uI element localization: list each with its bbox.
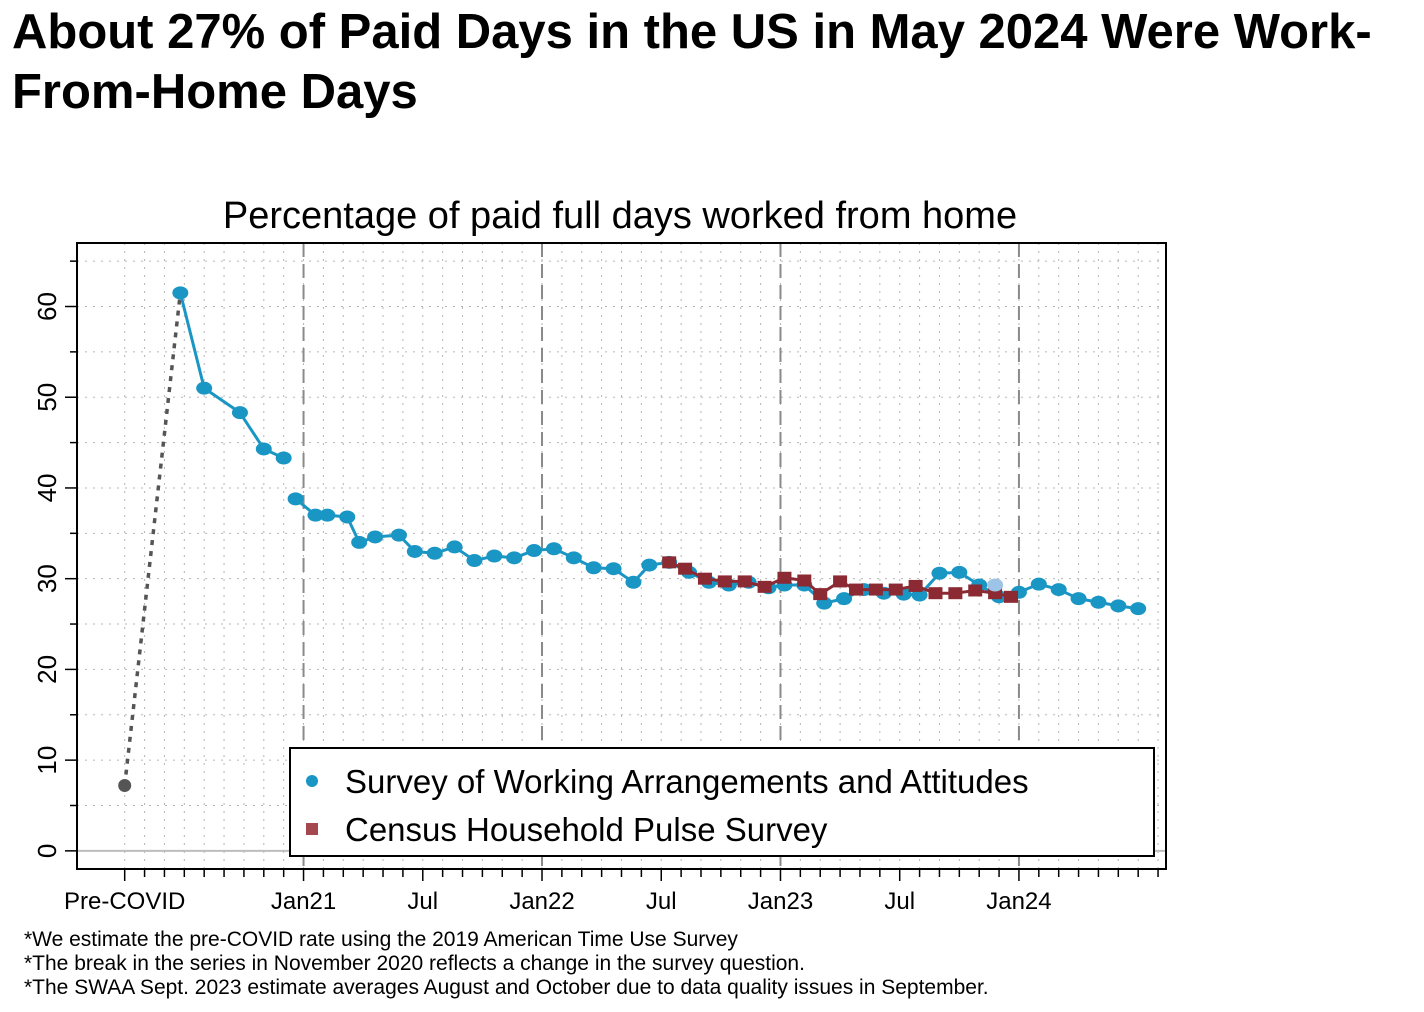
- swaa-point: [307, 508, 324, 522]
- precovid-link-line: [122, 292, 183, 786]
- swaa-point: [1090, 595, 1107, 609]
- census-point: [848, 583, 863, 596]
- census-point: [868, 583, 883, 596]
- swaa-point: [255, 442, 272, 456]
- swaa-point: [231, 406, 248, 420]
- legend-label: Survey of Working Arrangements and Attit…: [345, 763, 1029, 800]
- census-point: [1003, 590, 1018, 603]
- legend-box: [289, 747, 1155, 857]
- y-tick-label: 50: [32, 383, 62, 412]
- census-point: [813, 588, 828, 601]
- census-point: [662, 556, 677, 569]
- swaa-point: [545, 542, 562, 556]
- x-tick-label: Pre-COVID: [64, 888, 185, 915]
- footnote: *The SWAA Sept. 2023 estimate averages A…: [24, 976, 989, 999]
- swaa-point: [1030, 577, 1047, 591]
- swaa-point: [406, 544, 423, 558]
- swaa-point: [339, 510, 356, 524]
- swaa-point: [275, 451, 292, 465]
- census-point: [948, 587, 963, 600]
- census-point: [797, 574, 812, 587]
- legend-swaa-marker: [306, 775, 318, 787]
- y-tick-label: 0: [32, 844, 62, 858]
- swaa-point: [426, 546, 443, 560]
- swaa-point: [931, 566, 948, 580]
- x-tick-label: Jan21: [271, 888, 336, 915]
- census-point: [928, 587, 943, 600]
- plot-area: [118, 286, 1147, 793]
- census-point: [697, 572, 712, 585]
- swaa-point: [506, 551, 523, 565]
- y-tick-label: 10: [32, 746, 62, 775]
- y-tick-label: 40: [32, 473, 62, 502]
- x-tick-label: Jul: [646, 888, 677, 915]
- census-point: [908, 579, 923, 592]
- axes: 0 10 20 30 40 50 60 Pre-COVID Jan21 Jul Jan22 Jul Ja…: [32, 242, 1167, 915]
- swaa-point: [367, 530, 384, 544]
- swaa-point: [446, 540, 463, 554]
- swaa-point: [1130, 602, 1147, 616]
- x-tick-label: Jul: [407, 888, 438, 915]
- swaa-point: [466, 554, 483, 568]
- census-point: [737, 575, 752, 588]
- x-tick-label: Jul: [884, 888, 915, 915]
- census-point: [833, 575, 848, 588]
- swaa-point: [951, 565, 968, 579]
- swaa-point: [526, 544, 543, 558]
- swaa-point: [625, 575, 642, 589]
- x-tick-label: Jan23: [748, 888, 813, 915]
- precovid-point: [118, 779, 132, 793]
- swaa-point: [1110, 599, 1127, 613]
- swaa-point: [585, 561, 602, 575]
- y-tick-label: 20: [32, 655, 62, 684]
- legend-label: Census Household Pulse Survey: [345, 811, 828, 848]
- swaa-point: [319, 508, 336, 522]
- swaa-point: [1070, 592, 1087, 606]
- swaa-sept-2023-point: [987, 578, 1004, 592]
- swaa-point: [287, 492, 304, 506]
- swaa-point: [836, 592, 853, 606]
- legend: Survey of Working Arrangements and Attit…: [289, 747, 1155, 857]
- swaa-point: [1050, 583, 1067, 597]
- census-point: [968, 584, 983, 597]
- x-tick-label: Jan24: [986, 888, 1051, 915]
- footnote: *The break in the series in November 202…: [24, 952, 805, 975]
- legend-census-marker: [306, 823, 318, 835]
- wfh-line-chart: Percentage of paid full days worked from…: [32, 195, 1167, 915]
- census-point: [777, 571, 792, 584]
- census-point: [678, 562, 693, 575]
- page-title: About 27% of Paid Days in the US in May …: [12, 5, 1372, 119]
- swaa-point: [486, 549, 503, 563]
- swaa-point: [172, 286, 189, 300]
- footnotes: *We estimate the pre-COVID rate using th…: [24, 928, 1404, 1000]
- swaa-point: [565, 551, 582, 565]
- swaa-point: [605, 562, 622, 576]
- y-tick-label: 30: [32, 564, 62, 593]
- footnote: *We estimate the pre-COVID rate using th…: [24, 928, 738, 951]
- swaa-point: [351, 535, 368, 549]
- x-tick-label: Jan22: [509, 888, 574, 915]
- y-tick-label: 60: [32, 292, 62, 321]
- census-point: [757, 580, 772, 593]
- census-point: [888, 583, 903, 596]
- swaa-series-line: [178, 292, 285, 460]
- census-point: [717, 575, 732, 588]
- swaa-point: [196, 381, 213, 395]
- chart-title: Percentage of paid full days worked from…: [223, 195, 1017, 237]
- swaa-point: [641, 558, 658, 572]
- swaa-point: [390, 528, 407, 542]
